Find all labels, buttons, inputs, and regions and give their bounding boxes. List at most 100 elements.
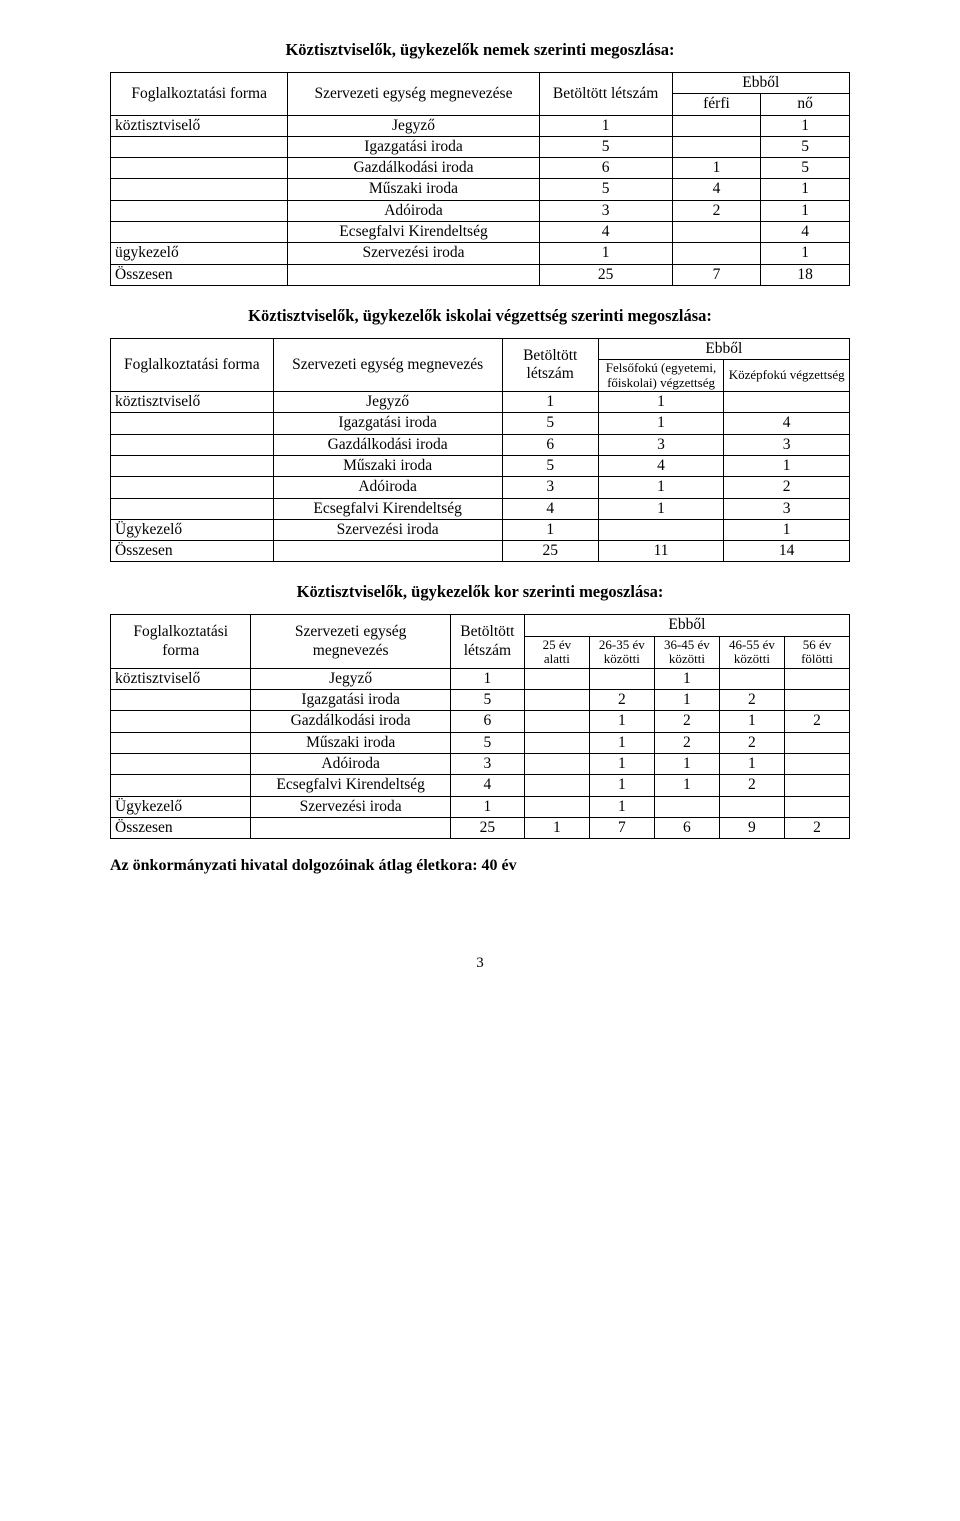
t2-h-fel: Felsőfokú (egyetemi, főiskolai) végzetts… <box>598 360 724 392</box>
table-cell: 2 <box>589 690 654 711</box>
table-cell: Ügykezelő <box>111 796 251 817</box>
table-cell: 4 <box>502 498 598 519</box>
table-cell: 1 <box>761 179 850 200</box>
t1-h-no: nő <box>761 94 850 115</box>
table-cell: 1 <box>724 519 850 540</box>
table-cell: Gazdálkodási iroda <box>273 434 502 455</box>
table-cell: 1 <box>502 519 598 540</box>
table-cell <box>589 668 654 689</box>
table-gender: Foglalkoztatási forma Szervezeti egység … <box>110 72 850 286</box>
table-cell <box>784 732 849 753</box>
table-cell: 1 <box>761 115 850 136</box>
table-cell: Jegyző <box>288 115 539 136</box>
table-cell: 1 <box>539 115 672 136</box>
table-cell: köztisztviselő <box>111 115 288 136</box>
table-cell <box>672 115 761 136</box>
t1-h-forma: Foglalkoztatási forma <box>111 73 288 116</box>
table-cell: 6 <box>539 158 672 179</box>
table-cell: 2 <box>784 711 849 732</box>
table-cell: 1 <box>524 817 589 838</box>
table-cell: Szervezési iroda <box>273 519 502 540</box>
table-cell <box>111 456 274 477</box>
table-cell: 4 <box>761 221 850 242</box>
table-cell: Gazdálkodási iroda <box>251 711 451 732</box>
table-cell: 1 <box>589 796 654 817</box>
table-cell: 6 <box>502 434 598 455</box>
table-cell: Jegyző <box>273 392 502 413</box>
table-cell: Adóiroda <box>251 753 451 774</box>
table-cell: 25 <box>502 541 598 562</box>
table-cell <box>524 775 589 796</box>
table-cell: 1 <box>719 711 784 732</box>
table-cell: 25 <box>539 264 672 285</box>
table-cell <box>719 668 784 689</box>
t2-h-ebbol: Ebből <box>598 338 849 359</box>
table-cell: 4 <box>539 221 672 242</box>
table-cell: 1 <box>719 753 784 774</box>
table-cell: 1 <box>654 690 719 711</box>
table-cell: 25 <box>450 817 524 838</box>
table-cell: Gazdálkodási iroda <box>288 158 539 179</box>
table-cell: 1 <box>654 668 719 689</box>
table-cell <box>672 221 761 242</box>
t3-h-szerv: Szervezeti egység megnevezés <box>251 615 451 668</box>
table-cell: 1 <box>761 200 850 221</box>
t3-h-c0: 25 év alatti <box>524 636 589 668</box>
table-cell <box>251 817 451 838</box>
table-cell: Ecsegfalvi Kirendeltség <box>251 775 451 796</box>
table-cell: 4 <box>598 456 724 477</box>
table-cell: Összesen <box>111 541 274 562</box>
t1-h-let: Betöltött létszám <box>539 73 672 116</box>
t2-h-szerv: Szervezeti egység megnevezés <box>273 338 502 391</box>
table-cell: köztisztviselő <box>111 668 251 689</box>
table-cell: Igazgatási iroda <box>273 413 502 434</box>
table-cell: Jegyző <box>251 668 451 689</box>
table-cell: 14 <box>724 541 850 562</box>
table-cell <box>111 413 274 434</box>
table-cell: 1 <box>761 243 850 264</box>
table-cell <box>273 541 502 562</box>
table-cell: 7 <box>589 817 654 838</box>
table-cell: Ecsegfalvi Kirendeltség <box>288 221 539 242</box>
table-cell <box>598 519 724 540</box>
table-cell <box>111 711 251 732</box>
table-cell: Igazgatási iroda <box>251 690 451 711</box>
table-cell: 2 <box>654 732 719 753</box>
table-cell: Szervezési iroda <box>251 796 451 817</box>
t3-h-c4: 56 év fölötti <box>784 636 849 668</box>
table-cell: 7 <box>672 264 761 285</box>
table-cell: 2 <box>654 711 719 732</box>
table-cell: 1 <box>450 668 524 689</box>
table-cell: 2 <box>724 477 850 498</box>
table-cell <box>524 753 589 774</box>
table-age: Foglalkoztatási forma Szervezeti egység … <box>110 614 850 839</box>
table-cell <box>524 796 589 817</box>
table-cell: 1 <box>598 477 724 498</box>
table-cell <box>524 711 589 732</box>
table-cell: 1 <box>589 711 654 732</box>
page-number: 3 <box>110 955 850 972</box>
table-cell: 1 <box>598 392 724 413</box>
table-cell: 1 <box>589 753 654 774</box>
table-cell: 5 <box>450 732 524 753</box>
t3-h-c2: 36-45 év közötti <box>654 636 719 668</box>
table-cell <box>724 392 850 413</box>
footnote-avg-age: Az önkormányzati hivatal dolgozóinak átl… <box>110 857 850 875</box>
table-cell: 3 <box>724 434 850 455</box>
page: Köztisztviselők, ügykezelők nemek szerin… <box>0 0 960 1032</box>
table-cell <box>111 434 274 455</box>
table-cell <box>111 158 288 179</box>
table-cell: 3 <box>450 753 524 774</box>
t2-h-koz: Középfokú végzettség <box>724 360 850 392</box>
table-cell <box>288 264 539 285</box>
table-cell: 6 <box>654 817 719 838</box>
table-cell <box>111 221 288 242</box>
table-cell <box>784 796 849 817</box>
table-cell: 2 <box>719 690 784 711</box>
table-cell: 1 <box>654 753 719 774</box>
table-cell: Műszaki iroda <box>273 456 502 477</box>
table-cell <box>111 753 251 774</box>
table-cell: Összesen <box>111 264 288 285</box>
table-cell: 11 <box>598 541 724 562</box>
t2-title: Köztisztviselők, ügykezelők iskolai végz… <box>110 306 850 326</box>
